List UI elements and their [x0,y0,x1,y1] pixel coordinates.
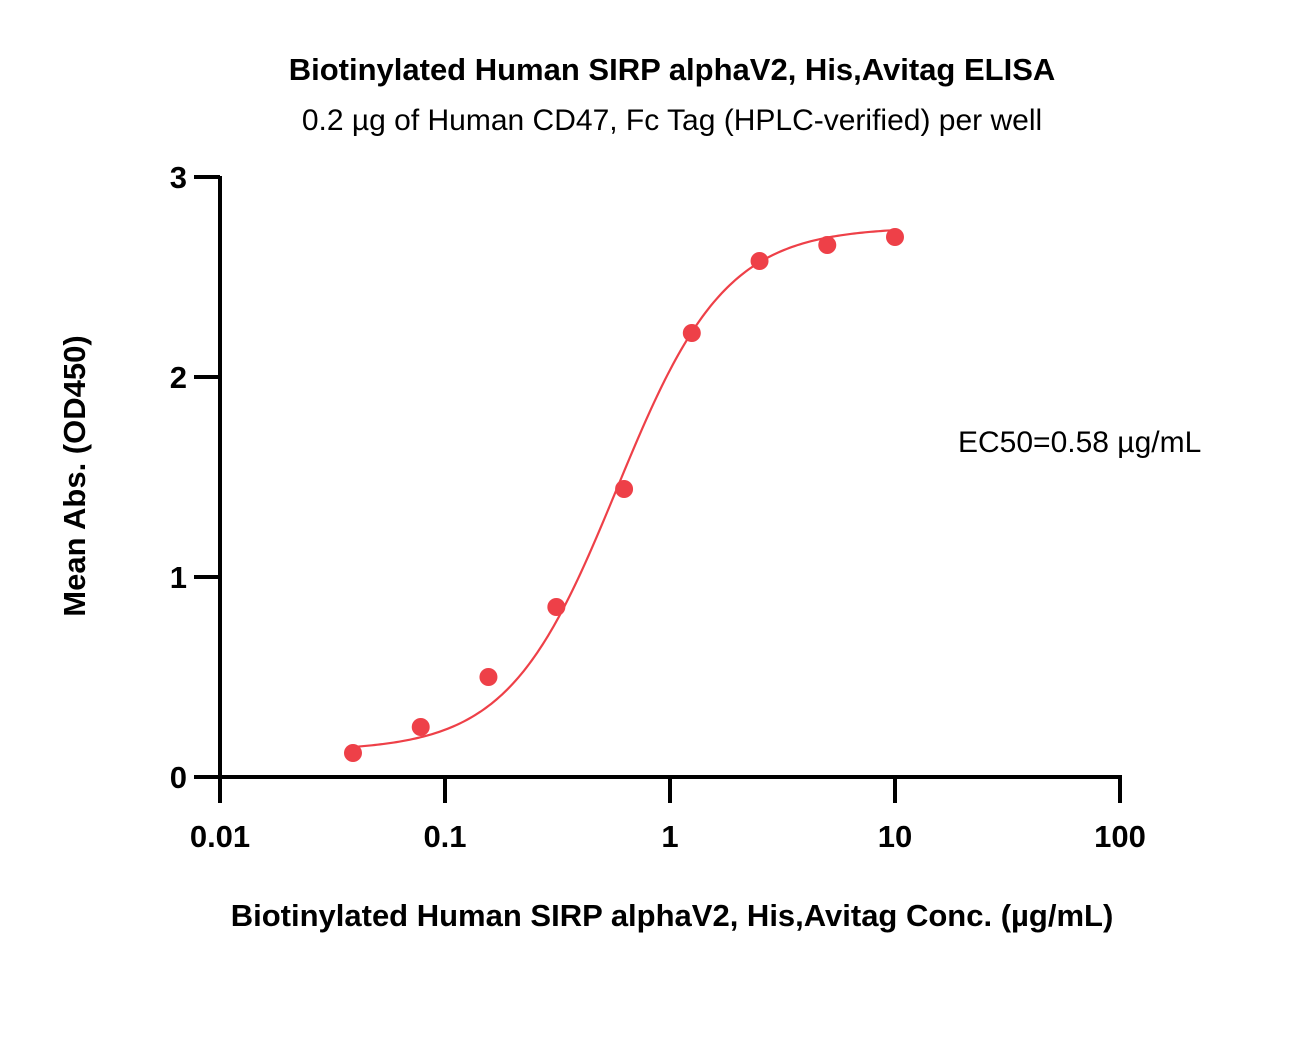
data-point [818,236,837,254]
fit-curve [352,229,896,749]
data-point [615,480,634,498]
x-tick-label: 10 [878,819,912,854]
y-axis-ticks: 0 1 2 3 [170,160,220,795]
y-tick-label: 0 [170,760,187,795]
ec50-annotation: EC50=0.58 µg/mL [958,426,1201,459]
data-points [343,228,904,762]
data-point [750,252,769,270]
x-tick-label: 0.01 [190,819,250,854]
data-point [343,744,362,762]
data-point [886,228,904,246]
chart-subtitle: 0.2 µg of Human CD47, Fc Tag (HPLC-verif… [302,104,1042,137]
data-point [682,324,701,342]
data-point [479,668,498,686]
y-axis-label: Mean Abs. (OD450) [57,335,92,616]
data-point [547,598,566,616]
chart-title: Biotinylated Human SIRP alphaV2, His,Avi… [289,52,1056,87]
x-tick-label: 100 [1094,819,1146,854]
data-point [411,718,430,736]
x-tick-label: 0.1 [423,819,466,854]
y-tick-label: 3 [170,160,187,195]
x-tick-label: 1 [661,819,678,854]
y-tick-label: 2 [170,360,187,395]
x-axis-ticks: 0.01 0.1 1 10 100 [190,777,1146,854]
x-axis-label: Biotinylated Human SIRP alphaV2, His,Avi… [231,898,1114,933]
y-tick-label: 1 [170,560,187,595]
